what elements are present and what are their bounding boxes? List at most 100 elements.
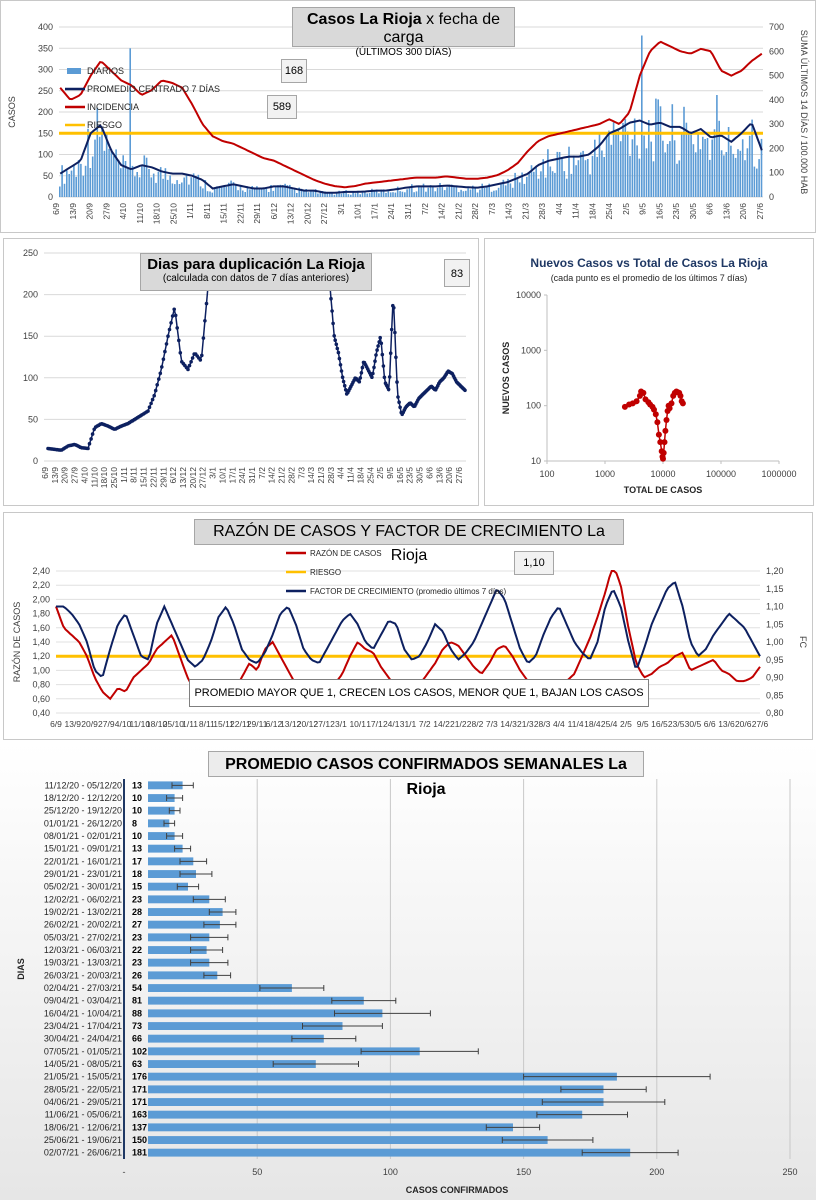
daily-bar [350, 194, 352, 197]
y-tick-label: 2,00 [32, 594, 50, 604]
daily-bar [673, 140, 676, 197]
x-tick-label: 100 [383, 1167, 398, 1177]
fc-line [56, 581, 761, 678]
x-axis-label: TOTAL DE CASOS [624, 485, 703, 495]
daily-bar [551, 171, 554, 197]
daily-bar [497, 187, 500, 197]
daily-bar [105, 132, 108, 197]
data-label: 17 [132, 856, 142, 866]
doubling-point [147, 405, 152, 409]
legend-label: RIESGO [310, 568, 341, 577]
x-tick-label: 29/11 [247, 719, 268, 729]
x-tick-label: 21/3 [517, 719, 534, 729]
average-line [59, 119, 763, 194]
x-tick-label: 13/6 [718, 719, 735, 729]
daily-bar [413, 192, 415, 197]
daily-bar [213, 188, 216, 197]
doubling-point [395, 380, 399, 384]
daily-bar [371, 188, 373, 197]
category-label: 30/04/21 - 24/04/21 [44, 1034, 122, 1044]
doubling-line-segment [47, 286, 209, 451]
legend-swatch [67, 68, 81, 74]
daily-bar [385, 192, 387, 197]
category-label: 28/05/21 - 22/05/21 [44, 1084, 122, 1094]
daily-bar [730, 145, 732, 197]
daily-bar [91, 156, 94, 197]
daily-bar [455, 185, 458, 197]
daily-bar [274, 187, 277, 197]
value-bar [148, 895, 210, 904]
daily-bar [63, 183, 66, 197]
x-tick-label: 2/5 [375, 467, 385, 479]
daily-bar [324, 191, 326, 197]
y-tick-label: 1,00 [32, 665, 50, 675]
daily-bar [293, 187, 296, 197]
x-tick-label: 18/4 [584, 719, 601, 729]
legend-label: INCIDENCIA [87, 102, 139, 112]
data-label: 15 [132, 882, 142, 892]
daily-bar [340, 193, 343, 197]
daily-bar [500, 184, 502, 197]
daily-bar [720, 150, 723, 197]
daily-bar [300, 188, 303, 197]
weekly-chart-panel: - 50 100 150 200 250 CASOS CONFIRMADOS DIAS 11/1… [0, 743, 816, 1200]
value-bar [148, 781, 183, 790]
value-bar [148, 870, 196, 878]
scatter-point [662, 427, 669, 434]
doubling-point [331, 321, 335, 326]
x-tick-label: 22/11 [235, 203, 245, 224]
y-axis-label: CASOS [7, 96, 17, 128]
daily-bar [636, 145, 638, 197]
doubling-point [177, 338, 181, 343]
daily-bar [216, 186, 218, 197]
daily-bar [342, 191, 345, 197]
doubling-point [189, 360, 193, 364]
daily-bar [432, 185, 434, 197]
daily-bar [223, 185, 225, 197]
x-tick-label: 4/10 [79, 467, 89, 484]
doubling-point [380, 352, 385, 357]
x-tick-label: 20/12 [302, 203, 312, 225]
value-bar [148, 1034, 324, 1043]
x-tick-label: 18/10 [152, 203, 162, 225]
data-label: 28 [132, 907, 142, 917]
daily-bar [345, 190, 347, 197]
x-tick-label: 4/4 [554, 203, 564, 215]
y-tick-label: 1,60 [32, 623, 50, 633]
value-bar [148, 1022, 343, 1030]
x-tick-label: 29/11 [252, 203, 262, 224]
y-tick-label: 50 [43, 171, 53, 181]
y-tick-label: 1,80 [32, 609, 50, 619]
data-label: 181 [132, 1148, 147, 1158]
ratio-chart-panel: 0,40 0,60 0,80 1,00 1,20 1,40 1,60 1,80 2,00 2,20… [3, 512, 813, 740]
daily-bar [244, 192, 246, 197]
doubling-point [329, 296, 333, 301]
x-axis-label: CASOS CONFIRMADOS [406, 1185, 509, 1195]
x-tick-label: 27/6 [755, 203, 765, 220]
category-label: 01/01/21 - 26/12/20 [44, 818, 122, 828]
daily-bar [655, 98, 657, 197]
daily-bar [399, 191, 401, 197]
daily-bar [411, 184, 413, 197]
daily-bar [664, 152, 666, 197]
daily-bar [493, 190, 495, 197]
x-tick-label: 25/4 [604, 203, 614, 220]
daily-bar [256, 186, 258, 197]
daily-bar [589, 174, 591, 197]
daily-bar [699, 149, 702, 197]
x-tick-label: 15/11 [213, 719, 234, 729]
daily-bar [460, 189, 462, 197]
daily-bar [603, 157, 605, 197]
x-tick-label: 20/6 [444, 467, 454, 484]
x-tick-label: 1000 [595, 469, 615, 479]
y2-tick-label: 100 [769, 168, 784, 178]
data-label: 8 [132, 818, 137, 828]
x-tick-label: 13/12 [280, 719, 302, 729]
daily-bar [178, 184, 181, 197]
daily-bar [650, 141, 652, 197]
daily-bar [631, 139, 634, 197]
x-tick-label: 27/9 [70, 467, 80, 484]
x-tick-label: 11/4 [346, 467, 356, 483]
daily-bar [87, 128, 89, 197]
value-bar [148, 1009, 383, 1018]
